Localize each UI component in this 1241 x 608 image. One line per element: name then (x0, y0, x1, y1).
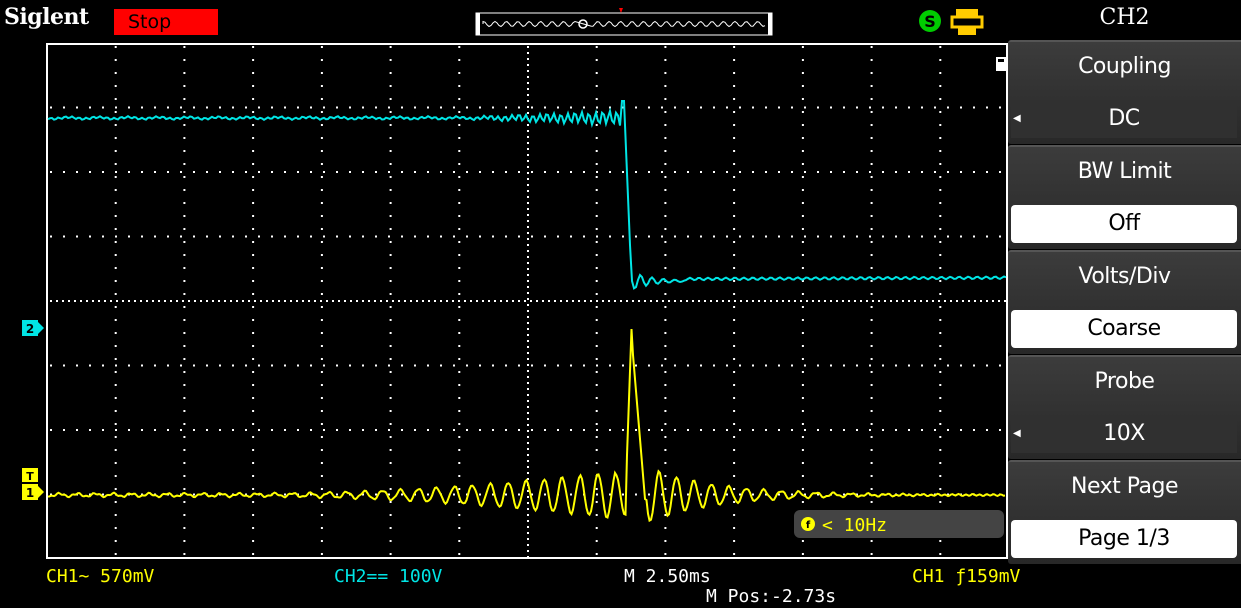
menu-label: Probe (1094, 369, 1155, 394)
svg-text:f: f (806, 520, 811, 531)
menu-value: ◀ 10X (1011, 415, 1237, 453)
svg-text:S: S (924, 12, 936, 31)
svg-text:1: 1 (26, 486, 34, 500)
run-status-badge[interactable]: Stop (114, 9, 218, 35)
frequency-readout: f < 10Hz (794, 510, 1004, 538)
menu-probe[interactable]: Probe ◀ 10X (1008, 355, 1241, 459)
ch2-side-menu: CH2 Coupling ◀ DC BW Limit Off Volts/Div… (1008, 0, 1241, 570)
ch2-ground-marker[interactable]: 2 (22, 318, 46, 338)
trigger-readout: CH1 ƒ159mV (912, 566, 1021, 587)
menu-bw-limit[interactable]: BW Limit Off (1008, 145, 1241, 249)
menu-label: Coupling (1078, 54, 1171, 79)
ch1-trigger-ground-marker[interactable]: T 1 (22, 468, 46, 504)
svg-text:T: T (26, 470, 34, 483)
brand-logo: Siglent (4, 4, 89, 30)
menu-value: Off (1011, 205, 1237, 243)
menu-label: Next Page (1070, 474, 1179, 499)
ch2-waveform (47, 100, 1007, 290)
menu-value: ◀ DC (1011, 100, 1237, 138)
freq-readout-text: < 10Hz (822, 515, 887, 536)
menu-coupling[interactable]: Coupling ◀ DC (1008, 40, 1241, 144)
trigger-position-marker (619, 8, 623, 13)
trigger-level-t-icon (996, 57, 1006, 71)
menu-label: Volts/Div (1078, 264, 1172, 289)
usb-printer-icon (950, 9, 984, 35)
menu-value: Page 1/3 (1011, 520, 1237, 558)
menu-label: BW Limit (1077, 159, 1172, 184)
ch1-waveform (47, 328, 1006, 523)
menu-value: Coarse (1011, 310, 1237, 348)
left-arrow-icon: ◀ (1013, 113, 1021, 124)
ch2-scale-readout: CH2== 100V (334, 566, 443, 587)
status-icons: S (919, 9, 984, 35)
horizontal-position-readout: M Pos:-2.73s (706, 586, 837, 607)
menu-volts-div[interactable]: Volts/Div Coarse (1008, 250, 1241, 354)
menu-next-page[interactable]: Next Page Page 1/3 (1008, 460, 1241, 564)
left-arrow-icon: ◀ (1013, 428, 1021, 439)
waveform-display[interactable]: f < 10Hz (46, 43, 1008, 559)
timebase-readout: M 2.50ms (624, 566, 711, 587)
s-status-icon: S (919, 10, 941, 32)
status-bar: CH1~ 570mV CH2== 100V M 2.50ms CH1 ƒ159m… (0, 566, 1241, 608)
ch1-scale-readout: CH1~ 570mV (46, 566, 155, 587)
timebase-memory-indicator-icon (475, 8, 773, 36)
svg-text:2: 2 (26, 322, 34, 336)
menu-title: CH2 (1099, 5, 1150, 30)
graticule (50, 46, 1006, 558)
